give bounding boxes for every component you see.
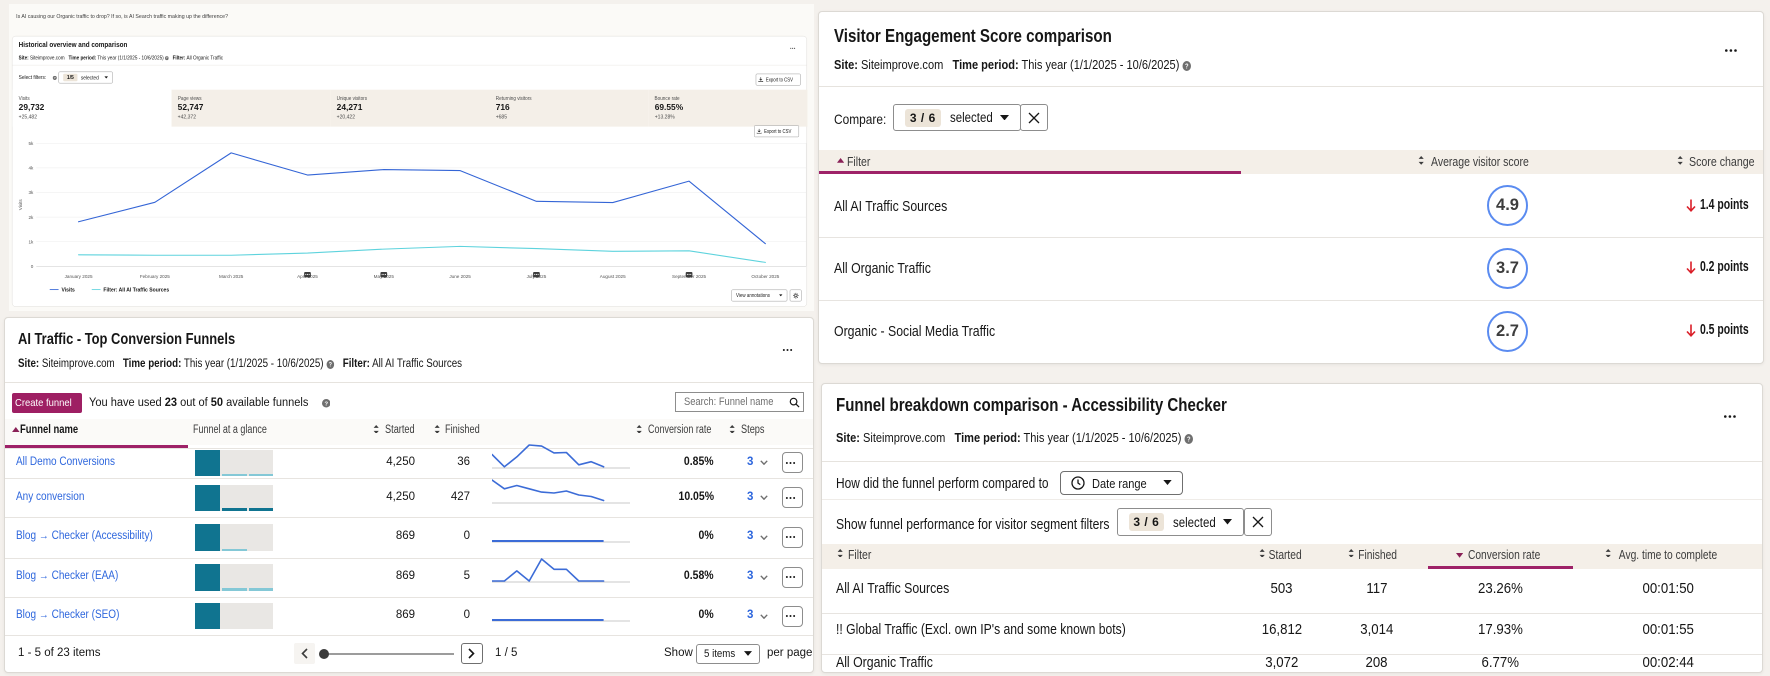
svg-text:March 2025: March 2025 bbox=[219, 274, 244, 279]
svg-text:January 2025: January 2025 bbox=[65, 274, 93, 279]
svg-text:1k: 1k bbox=[28, 239, 34, 244]
svg-text:?: ? bbox=[329, 362, 333, 368]
svg-text:2k: 2k bbox=[28, 215, 34, 220]
svg-text:Visits: Visits bbox=[18, 199, 23, 211]
svg-text:February 2025: February 2025 bbox=[140, 274, 170, 279]
svg-text:?: ? bbox=[324, 401, 328, 407]
svg-text:5k: 5k bbox=[28, 141, 34, 146]
svg-text:?: ? bbox=[166, 56, 168, 60]
svg-text:June 2025: June 2025 bbox=[449, 274, 471, 279]
svg-text:October 2025: October 2025 bbox=[751, 274, 779, 279]
svg-text:August 2025: August 2025 bbox=[600, 274, 626, 279]
svg-text:?: ? bbox=[54, 76, 56, 80]
svg-text:?: ? bbox=[1185, 63, 1189, 71]
svg-text:4k: 4k bbox=[28, 166, 34, 171]
svg-text:3k: 3k bbox=[28, 190, 34, 195]
svg-text:0: 0 bbox=[31, 264, 34, 269]
svg-text:?: ? bbox=[1187, 436, 1191, 444]
